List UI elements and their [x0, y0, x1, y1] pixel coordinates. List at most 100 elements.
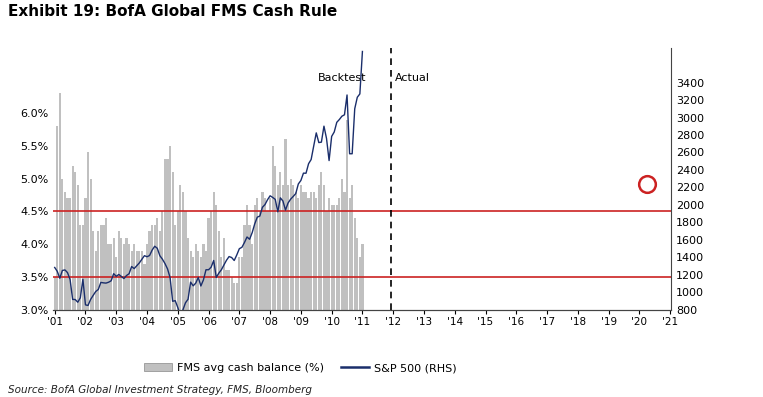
Bar: [202, 244, 204, 397]
Bar: [95, 251, 97, 397]
Bar: [74, 172, 76, 397]
Text: Exhibit 19: BofA Global FMS Cash Rule: Exhibit 19: BofA Global FMS Cash Rule: [8, 4, 337, 19]
Bar: [69, 198, 71, 397]
Bar: [77, 185, 79, 397]
Bar: [323, 185, 325, 397]
Bar: [141, 251, 143, 397]
Bar: [174, 225, 176, 397]
Bar: [189, 251, 192, 397]
Bar: [253, 205, 256, 397]
S&P 500 (RHS): [358, 49, 367, 54]
Bar: [225, 270, 227, 397]
Bar: [179, 185, 182, 397]
Bar: [246, 205, 248, 397]
Bar: [66, 198, 69, 397]
Bar: [356, 237, 359, 397]
Bar: [97, 231, 99, 397]
Bar: [156, 218, 159, 397]
Bar: [166, 159, 169, 397]
Bar: [110, 244, 112, 397]
Bar: [261, 192, 263, 397]
Bar: [249, 225, 251, 397]
Bar: [223, 237, 225, 397]
Bar: [164, 159, 166, 397]
Bar: [213, 192, 214, 397]
Bar: [64, 192, 66, 397]
Bar: [287, 185, 289, 397]
Bar: [82, 225, 84, 397]
Bar: [302, 192, 304, 397]
Line: S&P 500 (RHS): S&P 500 (RHS): [55, 52, 362, 315]
Bar: [130, 251, 133, 397]
Bar: [277, 185, 279, 397]
Bar: [100, 225, 102, 397]
Bar: [264, 198, 266, 397]
Bar: [233, 283, 235, 397]
Bar: [362, 244, 363, 397]
Bar: [121, 237, 122, 397]
Bar: [333, 205, 335, 397]
Bar: [123, 244, 125, 397]
Bar: [285, 139, 287, 397]
Bar: [143, 264, 146, 397]
Legend: FMS avg cash balance (%), S&P 500 (RHS): FMS avg cash balance (%), S&P 500 (RHS): [140, 358, 462, 378]
Bar: [300, 185, 302, 397]
Bar: [338, 198, 340, 397]
Bar: [79, 225, 82, 397]
Bar: [221, 257, 223, 397]
Bar: [236, 283, 238, 397]
Bar: [118, 231, 120, 397]
Bar: [159, 231, 161, 397]
Bar: [274, 166, 276, 397]
Bar: [298, 198, 299, 397]
Bar: [151, 225, 153, 397]
Bar: [125, 237, 127, 397]
Bar: [53, 277, 56, 397]
Text: Backtest: Backtest: [317, 73, 366, 83]
Bar: [182, 192, 184, 397]
Bar: [185, 212, 187, 397]
Bar: [108, 244, 110, 397]
Bar: [115, 257, 118, 397]
Bar: [336, 205, 338, 397]
Bar: [282, 185, 284, 397]
Bar: [215, 205, 217, 397]
Bar: [149, 231, 150, 397]
Bar: [87, 152, 89, 397]
Bar: [289, 179, 291, 397]
S&P 500 (RHS): [183, 297, 192, 302]
Bar: [146, 244, 148, 397]
Bar: [343, 192, 346, 397]
Bar: [328, 198, 330, 397]
Bar: [102, 225, 105, 397]
Bar: [138, 251, 140, 397]
Bar: [228, 270, 230, 397]
Bar: [269, 198, 271, 397]
Bar: [61, 179, 63, 397]
Bar: [320, 172, 323, 397]
Bar: [313, 192, 315, 397]
Bar: [113, 237, 114, 397]
Bar: [192, 257, 195, 397]
S&P 500 (RHS): [245, 237, 254, 242]
Bar: [59, 94, 61, 397]
Bar: [349, 198, 351, 397]
Bar: [89, 179, 92, 397]
Bar: [326, 212, 327, 397]
Bar: [208, 218, 210, 397]
Bar: [272, 146, 274, 397]
S&P 500 (RHS): [81, 303, 90, 307]
Text: Actual: Actual: [395, 73, 430, 83]
Bar: [217, 231, 220, 397]
Bar: [315, 198, 317, 397]
Bar: [266, 212, 269, 397]
Bar: [330, 205, 333, 397]
Bar: [359, 257, 361, 397]
Bar: [92, 231, 95, 397]
Bar: [169, 146, 171, 397]
Bar: [295, 192, 297, 397]
Bar: [56, 126, 58, 397]
Bar: [172, 172, 174, 397]
Bar: [195, 244, 197, 397]
Bar: [230, 277, 233, 397]
